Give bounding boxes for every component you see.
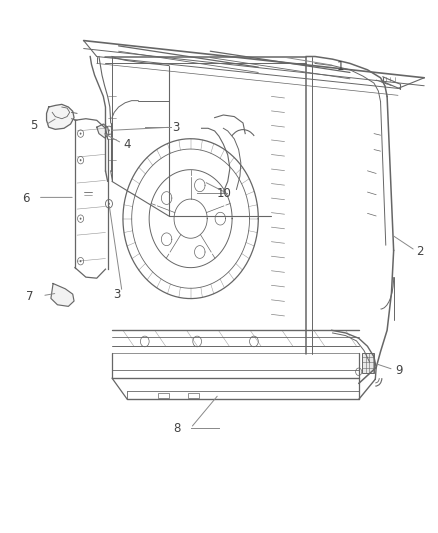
Text: 1: 1 — [337, 60, 344, 73]
Circle shape — [80, 159, 81, 161]
Circle shape — [80, 133, 81, 135]
Circle shape — [108, 130, 110, 132]
Polygon shape — [51, 284, 74, 306]
Text: 3: 3 — [113, 288, 121, 301]
Circle shape — [80, 217, 81, 220]
Polygon shape — [46, 104, 74, 130]
Text: 4: 4 — [123, 138, 131, 151]
Circle shape — [80, 260, 81, 262]
Text: 3: 3 — [172, 120, 179, 134]
FancyBboxPatch shape — [362, 353, 374, 373]
Text: 6: 6 — [21, 192, 29, 205]
Text: 10: 10 — [217, 187, 232, 200]
Text: 5: 5 — [30, 118, 38, 132]
Text: 8: 8 — [173, 422, 180, 434]
Text: 2: 2 — [417, 245, 424, 258]
Polygon shape — [97, 124, 109, 138]
Circle shape — [108, 203, 110, 205]
Text: 9: 9 — [395, 364, 403, 377]
Text: 7: 7 — [26, 290, 34, 303]
